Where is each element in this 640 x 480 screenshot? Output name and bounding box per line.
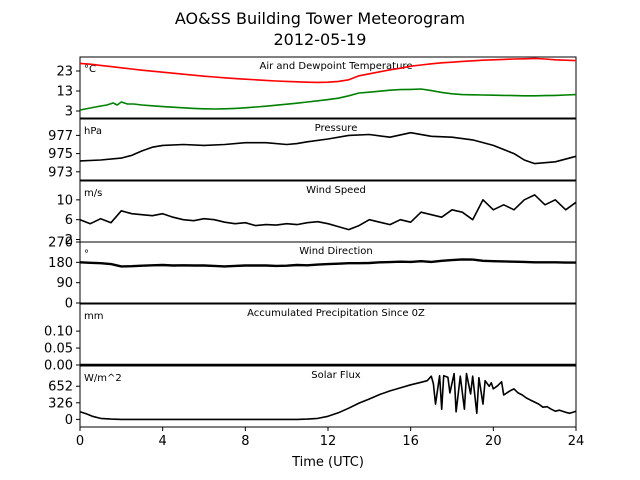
x-tick-label: 16 bbox=[402, 434, 419, 449]
x-tick-label: 12 bbox=[320, 434, 337, 449]
solar-ytick-label: 0 bbox=[65, 413, 73, 428]
pres-series-0-line bbox=[79, 131, 577, 165]
temp-series-1-line bbox=[79, 88, 577, 111]
precip-unit-label: mm bbox=[84, 311, 103, 322]
solar-ytick-label: 652 bbox=[48, 380, 73, 395]
wspd-ytick-label: 2 bbox=[65, 233, 73, 248]
pres-panel-frame bbox=[79, 118, 577, 181]
pres-unit-label: hPa bbox=[84, 126, 102, 137]
wdir-ytick-label: 90 bbox=[56, 276, 73, 291]
temp-ytick-label: 23 bbox=[56, 65, 73, 80]
wdir-panel-title: Wind Direction bbox=[299, 246, 373, 257]
precip-ytick-label: 0.05 bbox=[44, 342, 73, 357]
wspd-ytick-label: 10 bbox=[56, 193, 73, 208]
temp-ytick-label: 3 bbox=[65, 105, 73, 120]
wspd-unit-label: m/s bbox=[84, 188, 102, 199]
wdir-ytick-label: 270 bbox=[48, 236, 73, 251]
chart-subtitle: 2012-05-19 bbox=[274, 30, 367, 49]
wdir-panel-frame bbox=[79, 241, 577, 304]
wdir-unit-label: ° bbox=[84, 249, 89, 260]
pres-ytick-label: 977 bbox=[48, 129, 73, 144]
panels-group: Air and Dewpoint Temperature °C 3 13 23 Press… bbox=[44, 56, 585, 449]
temp-unit-label: °C bbox=[84, 64, 96, 75]
precip-ytick-label: 0.10 bbox=[44, 325, 73, 340]
pres-ytick-label: 975 bbox=[48, 147, 73, 162]
x-tick-label: 24 bbox=[568, 434, 585, 449]
temp-panel-title: Air and Dewpoint Temperature bbox=[260, 61, 413, 72]
x-tick-label: 4 bbox=[159, 434, 167, 449]
precip-ytick-label: 0.00 bbox=[44, 359, 73, 374]
wdir-ytick-label: 0 bbox=[65, 297, 73, 312]
x-axis-label: Time (UTC) bbox=[291, 455, 364, 470]
pres-ytick-label: 973 bbox=[48, 165, 73, 180]
x-tick-label: 0 bbox=[76, 434, 84, 449]
temp-ytick-label: 13 bbox=[56, 85, 73, 100]
wspd-series-0-line bbox=[79, 194, 577, 231]
wdir-series-0-line bbox=[79, 258, 576, 268]
solar-unit-label: W/m^2 bbox=[84, 373, 122, 384]
precip-panel-title: Accumulated Precipitation Since 0Z bbox=[247, 308, 425, 319]
pres-panel-title: Pressure bbox=[315, 123, 358, 134]
x-tick-label: 20 bbox=[485, 434, 502, 449]
temp-series-0-line bbox=[79, 57, 577, 84]
wdir-ytick-label: 180 bbox=[48, 256, 73, 271]
solar-ytick-label: 326 bbox=[48, 396, 73, 411]
wspd-panel-title: Wind Speed bbox=[306, 185, 366, 196]
wspd-ytick-label: 6 bbox=[65, 213, 73, 228]
x-tick-label: 8 bbox=[241, 434, 249, 449]
temp-panel-frame bbox=[79, 56, 577, 119]
chart-title: AO&SS Building Tower Meteorogram bbox=[175, 9, 465, 28]
solar-series-0-line bbox=[79, 372, 577, 421]
solar-panel-title: Solar Flux bbox=[311, 370, 361, 381]
